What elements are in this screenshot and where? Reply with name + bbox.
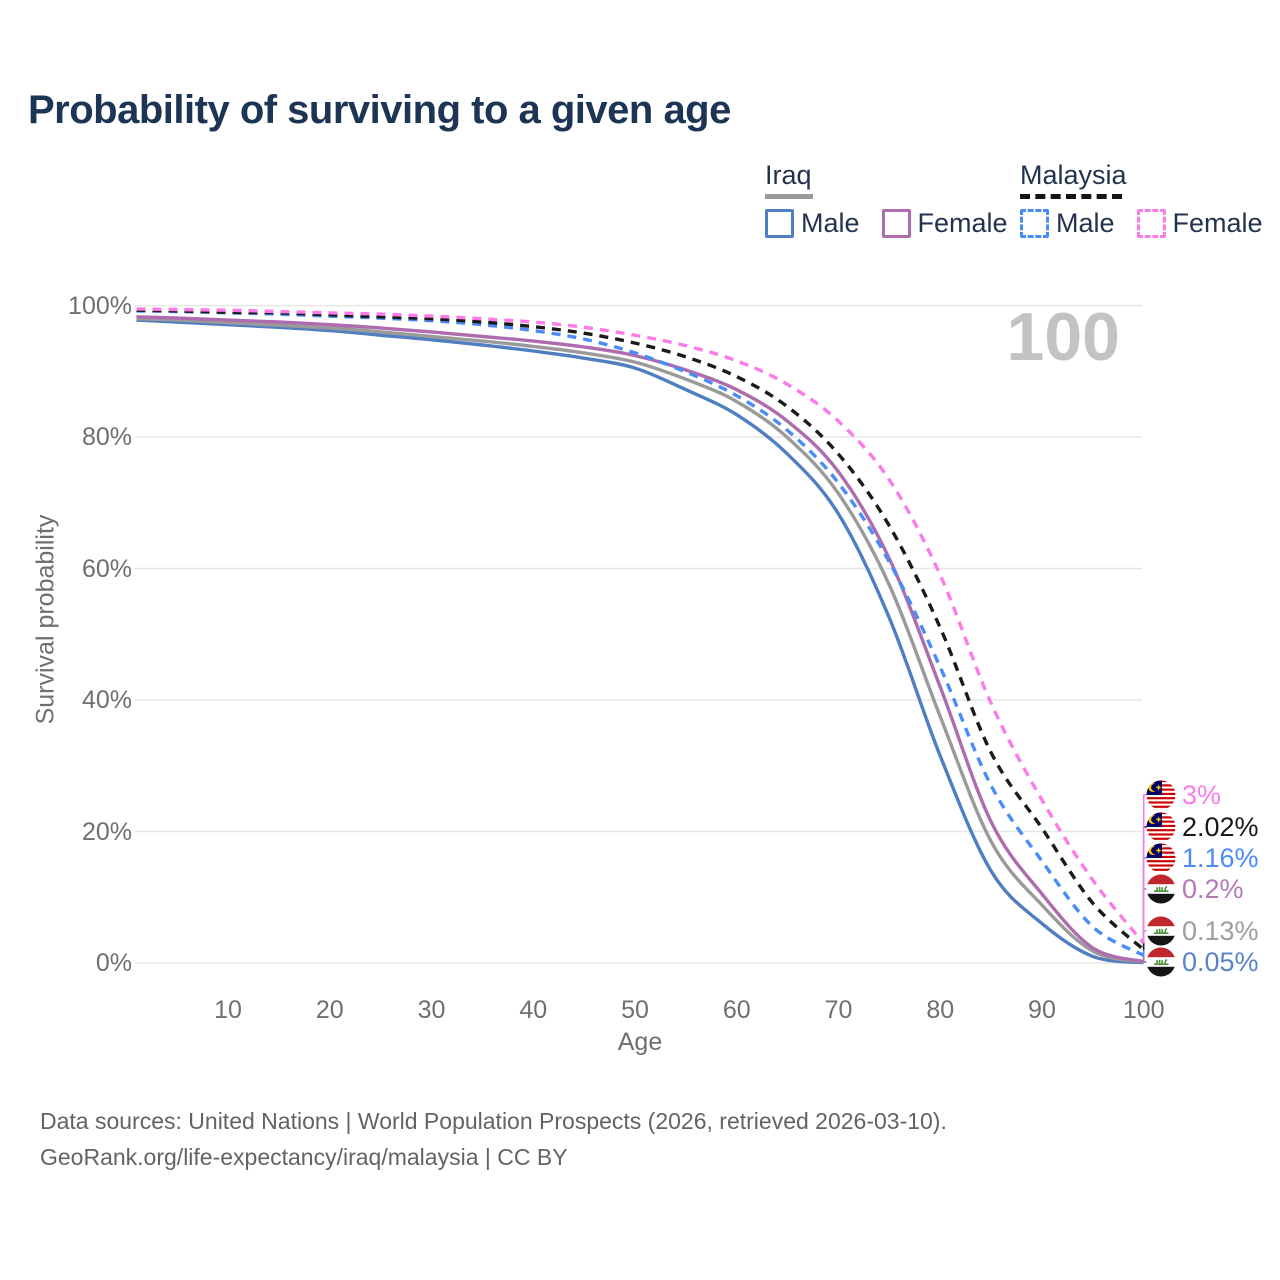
x-tick-label: 100 xyxy=(1122,996,1165,1024)
attribution-note: GeoRank.org/life-expectancy/iraq/malaysi… xyxy=(40,1144,568,1170)
end-value: 1.16% xyxy=(1182,842,1259,873)
end-value: 2.02% xyxy=(1182,811,1259,842)
malaysia-flag-icon xyxy=(1146,780,1176,810)
legend-item-malaysia-female[interactable]: Female xyxy=(1136,208,1263,239)
legend-group-iraq: Iraq Male Female xyxy=(765,160,1008,239)
legend-item-label: Male xyxy=(1056,208,1115,238)
legend-item-malaysia-male[interactable]: Male xyxy=(1020,208,1115,239)
series-end-label-iraq-both: 0.13% xyxy=(1146,915,1259,947)
y-tick-label: 60% xyxy=(81,554,132,583)
series-end-label-malaysia-female: 3% xyxy=(1146,779,1221,811)
x-tick-label: 10 xyxy=(214,996,242,1024)
end-value: 0.2% xyxy=(1182,873,1244,904)
legend-underline-iraq xyxy=(765,194,813,199)
y-axis-title: Survival probability xyxy=(31,514,60,725)
data-sources-note: Data sources: United Nations | World Pop… xyxy=(40,1108,947,1134)
legend-item-iraq-male[interactable]: Male xyxy=(765,208,860,239)
series-line-iraq-male[interactable] xyxy=(136,318,1144,965)
series-end-label-malaysia-male: 1.16% xyxy=(1146,842,1259,874)
legend-underline-malaysia xyxy=(1020,194,1122,199)
y-tick-label: 0% xyxy=(95,949,132,977)
iraq-female-swatch-icon xyxy=(881,209,911,238)
y-tick-label: 80% xyxy=(81,423,132,452)
end-value: 0.05% xyxy=(1182,946,1259,977)
malaysia-female-swatch-icon xyxy=(1136,209,1166,238)
iraq-flag-icon xyxy=(1146,947,1176,977)
y-tick-label: 20% xyxy=(81,817,132,846)
legend-group-malaysia: Malaysia Male Female xyxy=(1020,160,1263,239)
series-line-malaysia-male[interactable] xyxy=(136,309,1145,957)
series-end-label-iraq-male: 0.05% xyxy=(1146,946,1259,978)
series-line-iraq-both-sexes[interactable] xyxy=(136,317,1145,964)
x-tick-label: 60 xyxy=(722,996,751,1024)
y-tick-label: 100% xyxy=(68,291,132,320)
iraq-flag-icon xyxy=(1146,916,1176,946)
malaysia-flag-icon xyxy=(1146,812,1176,842)
age-watermark: 100 xyxy=(1006,299,1120,375)
legend-header-iraq[interactable]: Iraq xyxy=(765,160,812,190)
x-tick-label: 50 xyxy=(621,996,649,1024)
malaysia-flag-icon xyxy=(1146,843,1176,873)
series-line-malaysia-female[interactable] xyxy=(136,307,1146,945)
legend-item-label: Female xyxy=(1172,208,1263,238)
x-tick-label: 40 xyxy=(519,996,548,1024)
malaysia-male-swatch-icon xyxy=(1020,209,1049,238)
x-tick-label: 70 xyxy=(824,996,853,1024)
x-axis-title: Age xyxy=(617,1028,663,1056)
series-line-iraq-female[interactable] xyxy=(136,315,1145,964)
page-title: Probability of surviving to a given age xyxy=(28,88,731,132)
end-label-leader-line xyxy=(1142,794,1147,944)
x-tick-label: 80 xyxy=(926,996,955,1024)
legend-item-label: Male xyxy=(801,208,860,238)
end-value: 0.13% xyxy=(1182,915,1259,946)
legend-header-malaysia[interactable]: Malaysia xyxy=(1020,160,1127,190)
y-tick-label: 40% xyxy=(81,686,132,715)
x-tick-label: 30 xyxy=(417,996,446,1024)
series-line-malaysia-both-sexes[interactable] xyxy=(136,308,1145,951)
iraq-male-swatch-icon xyxy=(765,209,794,238)
iraq-flag-icon xyxy=(1146,874,1176,904)
legend-item-iraq-female[interactable]: Female xyxy=(881,208,1008,239)
series-end-label-iraq-female: 0.2% xyxy=(1146,873,1244,905)
end-value: 3% xyxy=(1182,779,1222,810)
legend-item-label: Female xyxy=(917,208,1008,238)
x-tick-label: 20 xyxy=(315,996,344,1024)
x-tick-label: 90 xyxy=(1028,996,1056,1024)
series-end-label-malaysia-both: 2.02% xyxy=(1146,811,1259,843)
